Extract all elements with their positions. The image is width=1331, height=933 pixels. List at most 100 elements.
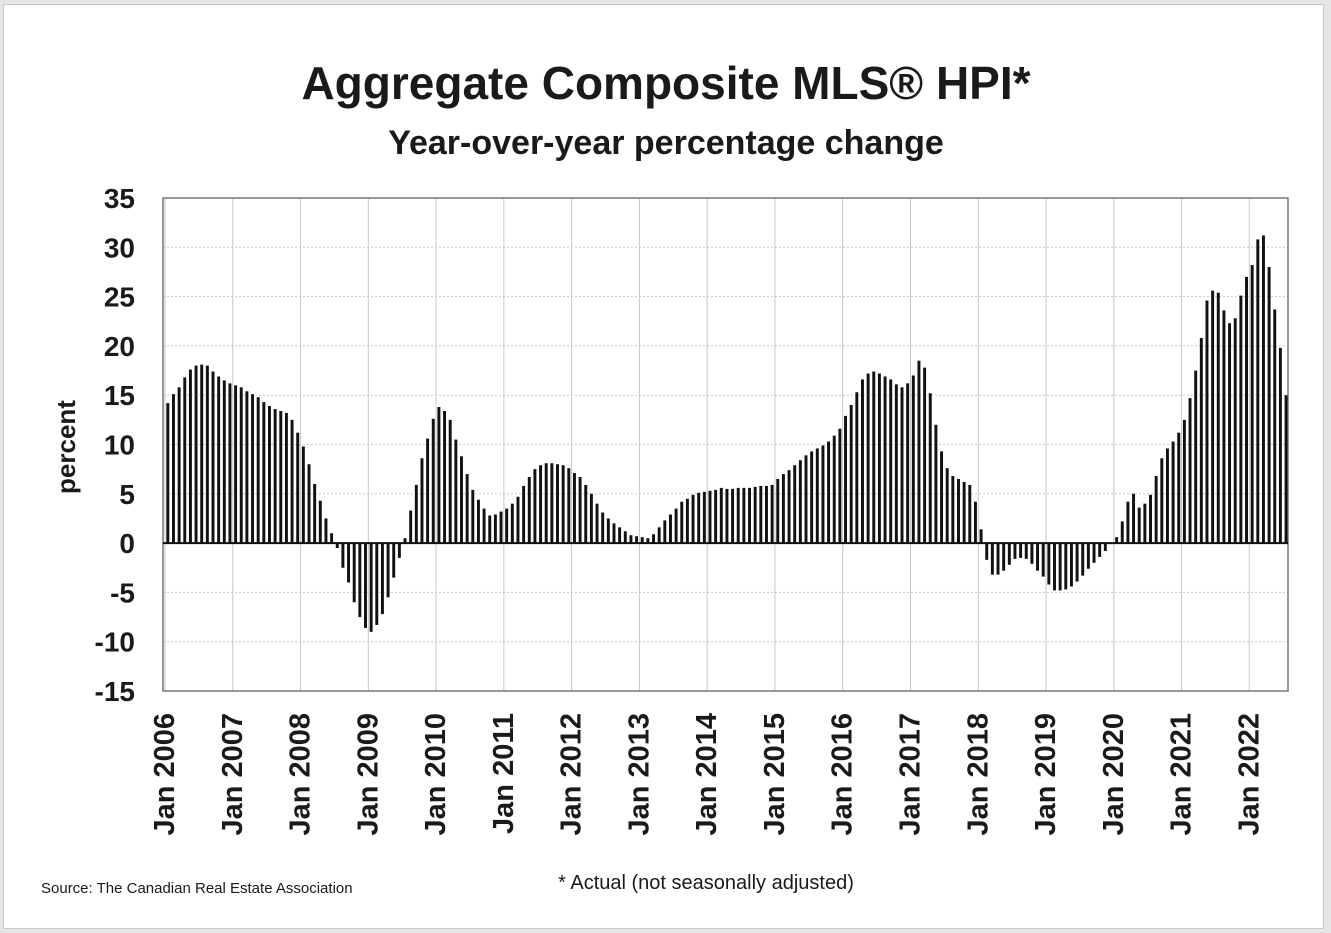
bar — [318, 500, 322, 544]
x-tick-label: Jan 2021 — [1166, 713, 1198, 836]
bar — [1007, 543, 1011, 565]
bar — [296, 432, 300, 544]
bar — [1036, 543, 1040, 571]
bar — [482, 508, 486, 544]
bar — [680, 501, 684, 544]
bar — [488, 515, 492, 544]
bar — [550, 463, 554, 544]
y-tick-label: 0 — [119, 528, 135, 559]
bar — [1013, 543, 1017, 559]
bar — [499, 511, 503, 544]
bar — [177, 387, 181, 544]
bar — [951, 476, 955, 544]
bar — [251, 394, 255, 544]
bar — [714, 489, 718, 544]
bar — [652, 534, 655, 544]
bar — [1188, 398, 1192, 544]
bar — [544, 463, 548, 544]
bar-series — [166, 235, 1288, 632]
bar — [1160, 458, 1164, 544]
x-tick-label: Jan 2014 — [691, 713, 723, 836]
bar — [188, 369, 192, 544]
bar — [437, 407, 441, 544]
bar — [460, 456, 463, 544]
y-axis-label: percent — [51, 400, 81, 494]
bar — [1199, 338, 1203, 544]
bar — [872, 371, 876, 544]
bar — [1267, 267, 1271, 544]
bar — [1250, 265, 1254, 544]
bar — [663, 520, 667, 544]
y-tick-label: 35 — [104, 183, 135, 214]
bar — [166, 403, 170, 544]
bar — [781, 474, 785, 544]
bar — [1086, 543, 1090, 569]
bar — [928, 393, 932, 544]
source-note: Source: The Canadian Real Estate Associa… — [41, 880, 353, 897]
bar — [358, 543, 362, 618]
x-tick-label: Jan 2020 — [1098, 713, 1130, 836]
bar — [516, 496, 520, 544]
bar — [290, 419, 294, 544]
bar — [1115, 537, 1119, 544]
bar — [578, 477, 582, 544]
bar — [1092, 543, 1096, 563]
bar — [313, 483, 317, 544]
bar — [234, 385, 238, 544]
bar — [866, 373, 870, 544]
bar — [1058, 543, 1062, 591]
bar — [1233, 318, 1237, 544]
bar — [1261, 235, 1265, 544]
bar — [1120, 521, 1124, 544]
y-tick-label: 30 — [104, 232, 135, 263]
bar — [1053, 543, 1056, 591]
bar — [369, 543, 373, 632]
chart-title: Aggregate Composite MLS® HPI* — [301, 57, 1030, 109]
bar — [561, 465, 565, 544]
bar — [748, 487, 751, 544]
bar — [798, 460, 802, 544]
bar — [1069, 543, 1073, 587]
bar — [556, 464, 559, 544]
bar — [262, 402, 266, 544]
bar — [527, 477, 531, 544]
bar — [962, 481, 966, 544]
bar — [844, 415, 848, 544]
bar — [330, 533, 334, 544]
bar — [996, 543, 1000, 575]
bar — [1137, 507, 1141, 544]
x-tick-label: Jan 2011 — [488, 713, 520, 834]
y-tick-label: -5 — [110, 577, 135, 608]
bar — [968, 484, 972, 544]
bar — [985, 543, 989, 560]
plot-area — [162, 197, 1289, 692]
bar — [533, 469, 537, 544]
gridlines — [163, 197, 1288, 692]
bar — [731, 488, 735, 544]
bar — [335, 543, 339, 549]
bar — [1171, 441, 1175, 544]
bar — [1278, 347, 1282, 544]
bar — [1019, 543, 1023, 558]
bar — [623, 531, 627, 544]
chart-subtitle: Year-over-year percentage change — [388, 124, 944, 162]
bar — [454, 439, 458, 544]
bar — [934, 424, 938, 544]
y-tick-label: -15 — [95, 676, 135, 707]
bar — [657, 527, 661, 544]
bar — [725, 488, 729, 544]
bar — [668, 514, 672, 544]
bar — [697, 492, 701, 544]
bar — [708, 490, 712, 544]
bar — [629, 535, 633, 544]
x-tick-label: Jan 2016 — [827, 713, 859, 836]
bar — [1041, 543, 1045, 577]
bar — [426, 438, 430, 544]
bar — [245, 391, 249, 544]
bar — [646, 538, 650, 544]
bar — [945, 468, 949, 544]
bar — [832, 435, 836, 544]
bar — [815, 448, 819, 544]
bar — [1154, 476, 1158, 544]
bar — [493, 514, 497, 544]
